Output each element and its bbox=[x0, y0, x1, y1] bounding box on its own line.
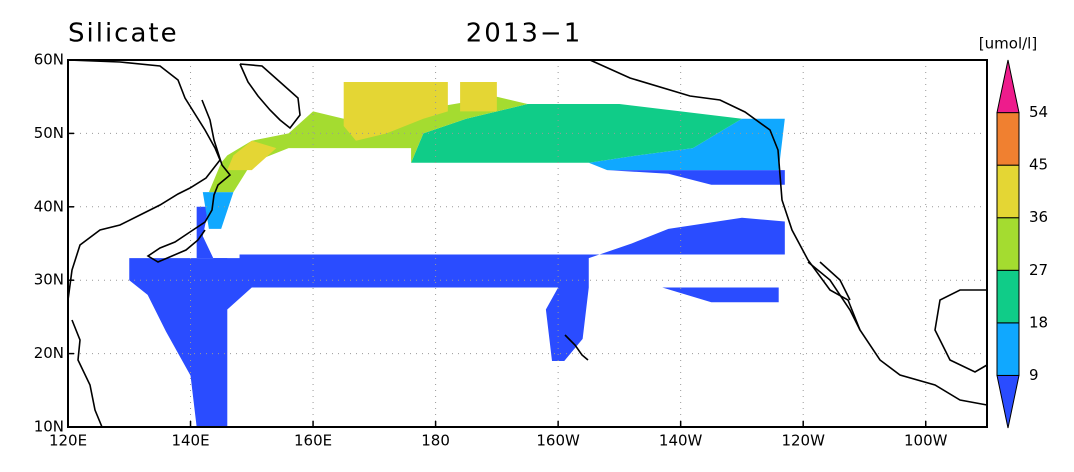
y-tick-label: 10N bbox=[34, 418, 64, 436]
colorbar-tick-label: 18 bbox=[1029, 313, 1048, 331]
coast-baja bbox=[807, 261, 861, 331]
map-frame bbox=[67, 59, 988, 428]
colorbar-tick-label: 9 bbox=[1029, 366, 1039, 384]
coast-america bbox=[589, 59, 988, 406]
coast-hawaii bbox=[564, 334, 589, 361]
x-tick-label: 140W bbox=[659, 432, 703, 450]
field-region bbox=[208, 89, 528, 193]
coastlines bbox=[67, 59, 988, 428]
colorbar-tick-label: 45 bbox=[1029, 156, 1048, 174]
colorbar-segment bbox=[996, 164, 1020, 219]
field-region bbox=[227, 140, 277, 171]
x-tick-label: 180 bbox=[421, 432, 450, 450]
fields bbox=[129, 82, 785, 427]
y-tick-label: 50N bbox=[34, 124, 64, 142]
colorbar-tick-label: 54 bbox=[1029, 103, 1048, 121]
colorbar-tick-label: 27 bbox=[1029, 261, 1048, 279]
x-tick-label: 160W bbox=[536, 432, 580, 450]
field-region bbox=[202, 192, 234, 229]
field-region bbox=[411, 104, 742, 163]
x-tick-label: 120W bbox=[781, 432, 825, 450]
colorbar-tick-label: 36 bbox=[1029, 208, 1048, 226]
colorbar: 9 18 27 36 45 54 bbox=[996, 59, 1048, 429]
field-region bbox=[343, 82, 448, 141]
x-tick-label: 100W bbox=[904, 432, 948, 450]
field-region bbox=[460, 82, 497, 112]
coast-gulf bbox=[934, 289, 988, 373]
x-tick-label: 140E bbox=[171, 432, 209, 450]
colorbar-segment bbox=[996, 269, 1020, 324]
field-region bbox=[129, 217, 785, 427]
field-region bbox=[588, 118, 785, 171]
colorbar-segment bbox=[996, 217, 1020, 271]
map-subtitle: 2013−1 bbox=[466, 19, 583, 49]
x-tick-label: 160E bbox=[294, 432, 332, 450]
y-tick-label: 20N bbox=[34, 344, 64, 362]
x-tick-label: 120E bbox=[49, 432, 87, 450]
field-region bbox=[196, 206, 228, 288]
map-title: Silicate bbox=[68, 19, 179, 49]
coast-asia bbox=[67, 59, 221, 301]
coast-kamchatka bbox=[239, 63, 301, 130]
y-tick-label: 60N bbox=[34, 51, 64, 69]
colorbar-label: [umol/l] bbox=[979, 35, 1037, 53]
coast-philippines bbox=[71, 319, 103, 428]
colorbar-segment bbox=[996, 322, 1020, 376]
y-tick-label: 30N bbox=[34, 271, 64, 289]
coast-japan bbox=[146, 99, 232, 263]
colorbar-high bbox=[996, 59, 1020, 114]
colorbar-segment bbox=[996, 112, 1020, 166]
y-tick-label: 40N bbox=[34, 197, 64, 215]
ticks: 120E 140E 160E 180 160W 140W 120W 100W 10N 20N 30N… bbox=[34, 51, 948, 450]
field-region bbox=[607, 170, 785, 185]
colorbar-low bbox=[996, 374, 1020, 429]
